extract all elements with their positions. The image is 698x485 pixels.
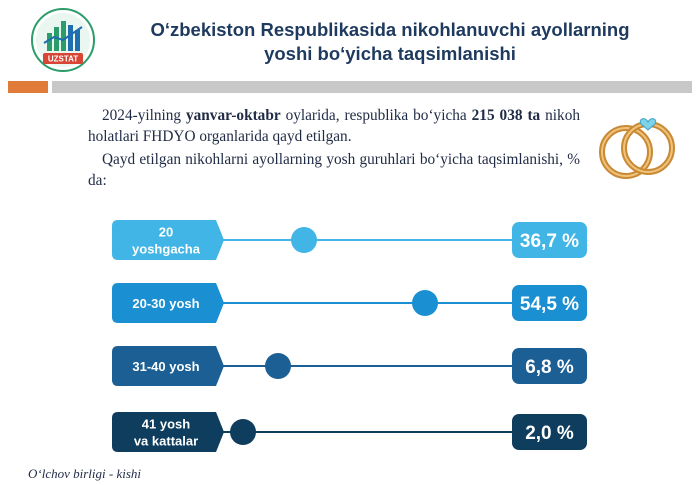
logo-text: UZSTAT (48, 55, 78, 64)
value-box-3 (512, 414, 587, 450)
page-title: O‘zbekiston Respublikasida nikohlanuvchi… (110, 18, 670, 66)
category-label-3-1: va kattalar (134, 434, 198, 449)
category-label-3-0: 41 yosh (142, 417, 190, 432)
category-label-2-0: 31-40 yosh (132, 359, 199, 374)
data-label-2: 6,8 % (525, 357, 574, 378)
data-label-1: 54,5 % (520, 294, 579, 315)
data-point-2 (265, 353, 291, 379)
data-label-3: 2,0 % (525, 423, 574, 444)
intro-text-3: nikoh holatlari FHDYO organlarida qayd e… (88, 107, 581, 145)
data-point-0 (291, 227, 317, 253)
intro-count: 215 038 ta (471, 107, 541, 124)
title-line-2: yoshi bo‘yicha taqsimlanishi (264, 43, 516, 64)
intro-paragraph: 2024-yilning yanvar-oktabr oylarida, res… (88, 105, 580, 147)
value-box-0 (512, 222, 587, 258)
intro-text-1: 2024-yilning (102, 107, 186, 124)
data-point-1 (412, 290, 438, 316)
divider-bar (52, 81, 692, 93)
data-label-0: 36,7 % (520, 231, 579, 252)
divider-accent (8, 81, 48, 93)
distribution-paragraph: Qayd etilgan nikohlarni ayollarning yosh… (88, 149, 580, 191)
unit-note: O‘lchov birligi - kishi (28, 466, 142, 481)
value-box-1 (512, 285, 587, 321)
value-box-2 (512, 348, 587, 384)
data-point-3 (230, 419, 256, 445)
category-tab-1 (112, 283, 224, 323)
uzstat-logo: UZSTAT (30, 7, 96, 73)
category-tab-0 (112, 220, 224, 260)
category-tab-3 (112, 412, 224, 452)
title-line-1: O‘zbekiston Respublikasida nikohlanuvchi… (150, 19, 630, 40)
category-label-0-1: yoshgacha (132, 242, 201, 257)
distribution-text: Qayd etilgan nikohlarni ayollarning yosh… (88, 151, 580, 189)
wedding-rings-icon (590, 108, 682, 184)
category-label-0-0: 20 (159, 225, 173, 240)
intro-period: yanvar-oktabr (186, 107, 281, 124)
intro-text-2: oylarida, respublika bo‘yicha (280, 107, 472, 124)
category-label-1-0: 20-30 yosh (132, 296, 199, 311)
category-tab-2 (112, 346, 224, 386)
